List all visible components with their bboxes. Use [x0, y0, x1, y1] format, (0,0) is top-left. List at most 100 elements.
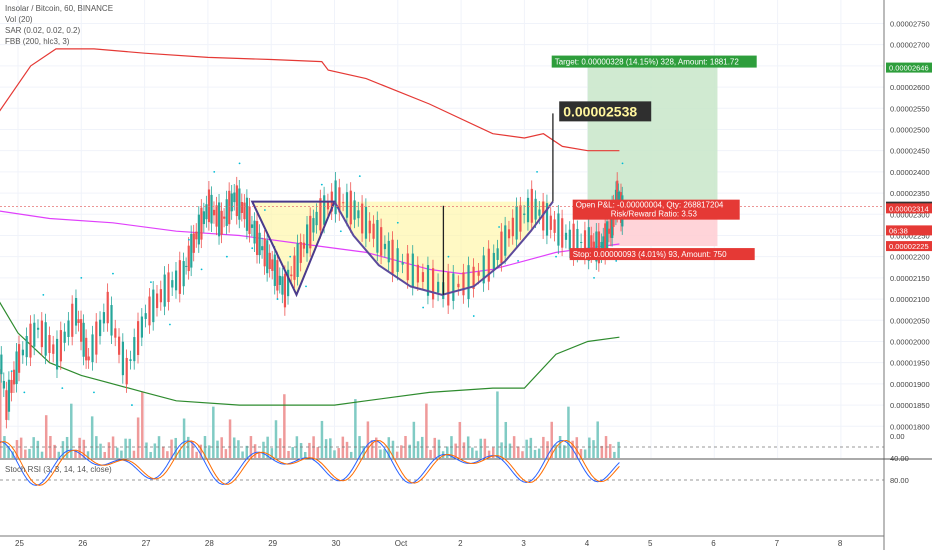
price-marker-box: [886, 62, 932, 73]
volume-bar: [475, 450, 478, 458]
candle-body: [572, 223, 575, 258]
volume-bar: [174, 437, 177, 458]
volume-bar: [24, 449, 27, 458]
volume-bar: [491, 447, 495, 458]
candle-body: [364, 206, 368, 239]
volume-bar: [82, 439, 86, 458]
volume-bar: [70, 403, 73, 458]
candle-body: [268, 252, 271, 269]
candle-body: [545, 203, 549, 236]
volume-bar: [579, 449, 583, 458]
volume-bar: [111, 436, 115, 458]
price-axis-panel: [884, 0, 932, 550]
candle-body: [511, 217, 514, 237]
sar-dot: [169, 323, 171, 326]
candle-body: [148, 296, 151, 326]
volume-bar: [500, 442, 503, 458]
candle-body: [467, 265, 470, 300]
candle-body: [80, 319, 83, 342]
price-tick-label: 0.00002100: [890, 295, 930, 304]
candle-body: [326, 202, 330, 210]
candle-body: [561, 218, 564, 248]
volume-bar: [3, 436, 6, 458]
candle-body: [587, 227, 590, 261]
volume-bar: [400, 445, 403, 458]
price-tick-label: 0.00002200: [890, 253, 930, 262]
candle-body: [215, 205, 218, 227]
sar-dot: [517, 260, 519, 262]
sar-dot: [61, 387, 64, 390]
candle-body: [36, 327, 40, 330]
rsi-tick-label: 40.00: [890, 454, 909, 463]
volume-bar: [567, 406, 570, 458]
volume-bar: [90, 416, 94, 458]
volume-bar: [232, 437, 236, 458]
candle-body: [296, 243, 299, 277]
fbb-lower-line: [0, 301, 620, 406]
candle-body: [202, 211, 206, 225]
volume-bar: [61, 441, 65, 458]
candle-body: [245, 197, 249, 231]
candle-body: [2, 380, 6, 389]
volume-bar: [245, 445, 249, 458]
target-zone: [587, 67, 718, 207]
volume-bar: [575, 437, 579, 458]
time-tick-label: 7: [775, 539, 780, 548]
time-tick-label: 28: [205, 539, 214, 548]
candle-body: [106, 291, 109, 324]
candle-body: [178, 260, 181, 294]
volume-bar: [136, 417, 140, 458]
candle-body: [67, 320, 70, 337]
candle-body: [607, 228, 611, 234]
candle-body: [273, 254, 276, 286]
candle-body: [504, 225, 507, 256]
volume-bar: [278, 438, 282, 458]
candle-body: [210, 194, 213, 224]
candle-body: [592, 241, 595, 250]
target-label-box: [551, 55, 757, 68]
candle-body: [334, 180, 337, 215]
price-marker-label: 0.00002314: [889, 204, 929, 213]
candle-body: [195, 231, 198, 240]
time-tick-label: Oct: [395, 539, 408, 548]
candle-body: [293, 255, 296, 280]
candle-body: [447, 272, 450, 306]
target-label: Target: 0.00000328 (14.15%) 328, Amount:…: [555, 58, 740, 67]
candle-body: [309, 215, 312, 249]
candle-body: [133, 337, 136, 362]
candle-body: [87, 356, 90, 361]
volume-bar: [199, 444, 203, 458]
candle-body: [238, 188, 241, 220]
candle-body: [95, 321, 98, 355]
volume-bar: [429, 449, 432, 458]
candle-body: [7, 379, 11, 412]
time-tick-label: 26: [78, 539, 87, 548]
sar-dot: [289, 255, 292, 258]
sar-dot: [80, 276, 83, 279]
candle-body: [205, 204, 208, 220]
candle-body: [187, 245, 190, 272]
candle-body: [200, 207, 203, 240]
volume-bar: [153, 443, 157, 458]
volume-bar: [479, 438, 482, 458]
volume-bar: [337, 448, 340, 458]
time-tick-label: 5: [648, 539, 653, 548]
volume-bar: [40, 451, 44, 458]
candle-body: [500, 231, 503, 264]
volume-bar: [404, 436, 407, 458]
candle-body: [223, 216, 226, 219]
candle-body: [137, 321, 140, 356]
volume-bar: [512, 436, 516, 458]
candle-body: [5, 390, 8, 420]
candle-body: [163, 274, 166, 307]
candle-body: [523, 213, 526, 215]
sar-dot: [396, 221, 399, 224]
candle-body: [315, 211, 318, 226]
sar-dot: [93, 391, 95, 394]
volume-bar: [178, 449, 182, 458]
candle-body: [380, 227, 383, 256]
sar-dot: [447, 255, 450, 258]
candle-body: [85, 337, 88, 361]
candle-body: [125, 357, 128, 385]
